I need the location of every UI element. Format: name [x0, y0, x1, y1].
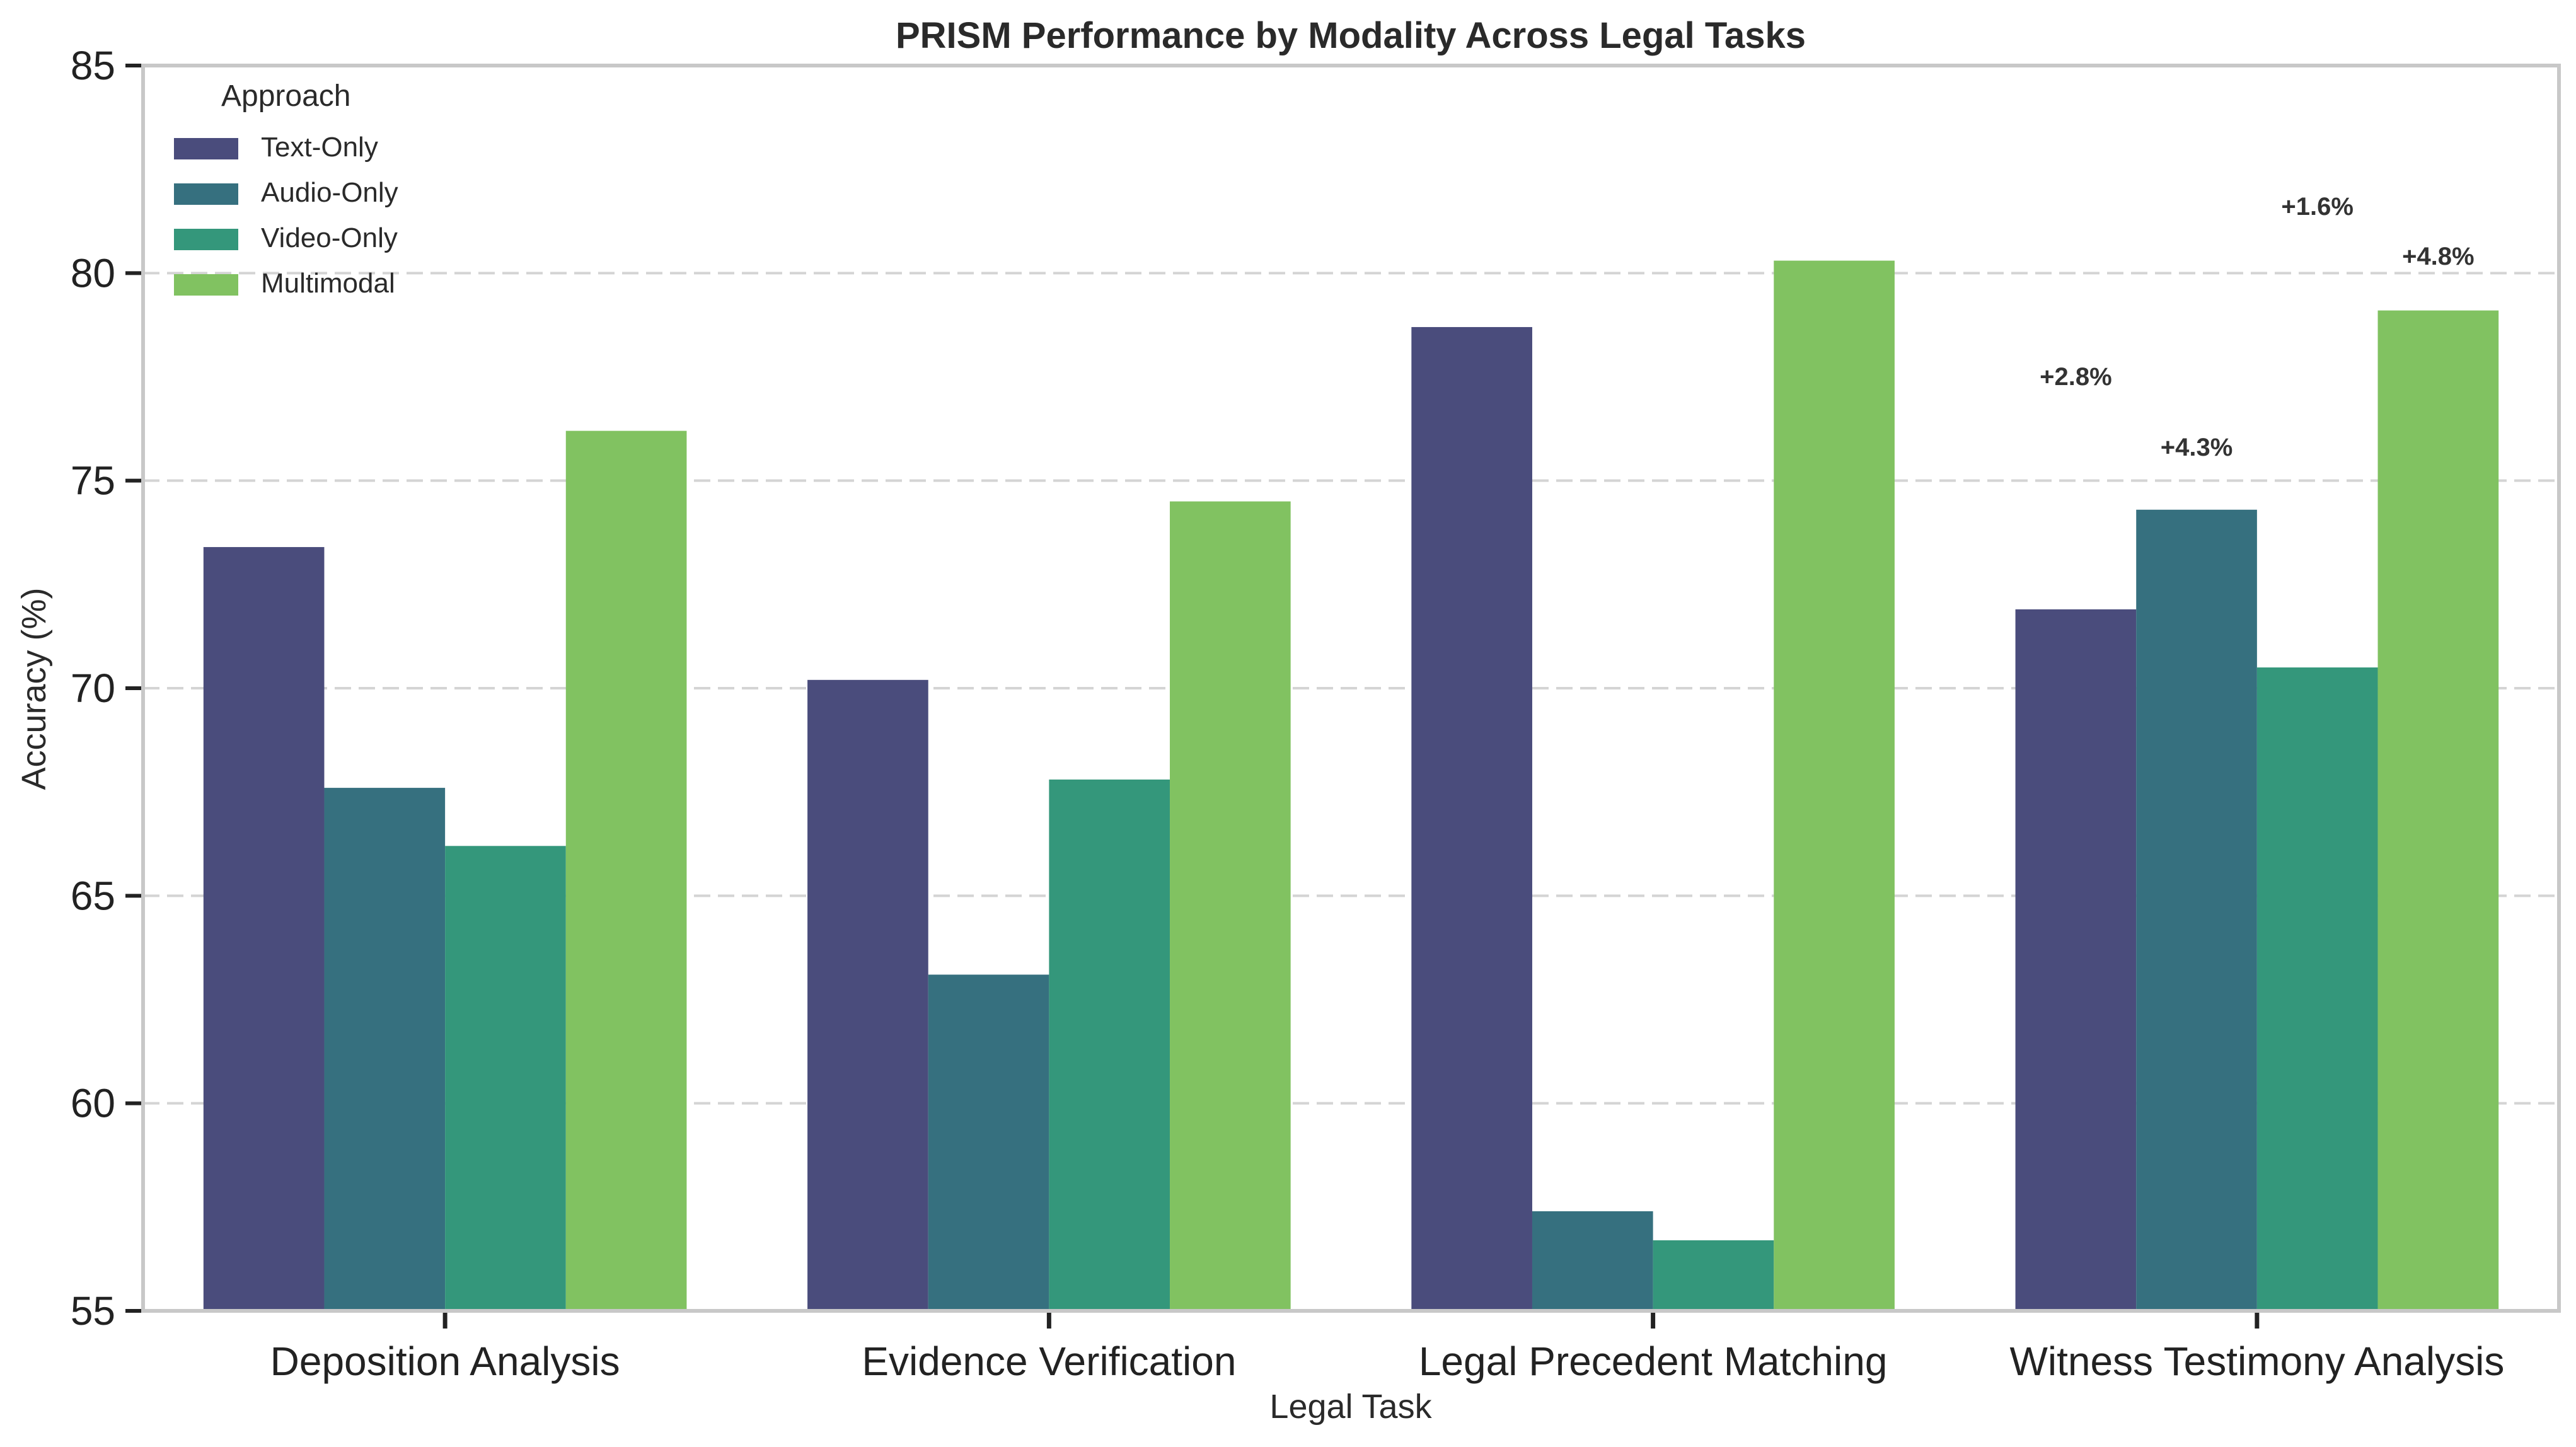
data-annotation: +4.3% — [2161, 434, 2233, 461]
data-annotation: +2.8% — [2040, 363, 2112, 391]
bar — [445, 846, 566, 1311]
y-tick-label: 75 — [71, 458, 115, 504]
bar — [203, 547, 325, 1311]
bar — [1532, 1211, 1653, 1311]
bar — [2136, 509, 2257, 1311]
plot-frame — [141, 64, 2561, 1313]
legend-swatch — [174, 138, 238, 159]
x-axis-label: Legal Task — [1269, 1388, 1432, 1426]
legend: Approach Text-Only Audio-Only Video-Only Mul… — [174, 79, 398, 299]
x-tick-label: Legal Precedent Matching — [1419, 1339, 1888, 1384]
legend-label: Text-Only — [261, 132, 378, 163]
legend-label: Multimodal — [261, 268, 395, 299]
y-tick-label: 55 — [71, 1288, 115, 1334]
bar — [1049, 779, 1170, 1311]
legend-swatch — [174, 183, 238, 205]
bar — [2377, 310, 2499, 1312]
bar — [2015, 609, 2137, 1312]
y-tick-label: 85 — [71, 43, 115, 88]
legend-title: Approach — [221, 79, 350, 113]
x-tick-label: Deposition Analysis — [270, 1339, 620, 1384]
bar — [324, 788, 446, 1311]
legend-label: Audio-Only — [261, 177, 398, 208]
x-tick-label: Witness Testimony Analysis — [2009, 1339, 2504, 1384]
y-tick-label: 60 — [71, 1081, 115, 1126]
bar — [928, 974, 1049, 1311]
bar — [2256, 667, 2378, 1311]
y-tick-label: 65 — [71, 873, 115, 918]
data-annotation: +1.6% — [2281, 193, 2354, 221]
x-tick-label: Evidence Verification — [862, 1339, 1236, 1384]
legend-swatch — [174, 229, 238, 250]
y-axis-label: Accuracy (%) — [15, 587, 53, 790]
bar — [1774, 260, 1895, 1311]
bar — [1411, 326, 1532, 1312]
y-tick-label: 70 — [71, 666, 115, 711]
bar — [1653, 1240, 1774, 1311]
bar — [565, 430, 687, 1311]
chart-title: PRISM Performance by Modality Across Leg… — [896, 15, 1806, 56]
bar — [1170, 501, 1291, 1311]
legend-swatch — [174, 274, 238, 296]
data-annotation: +4.8% — [2402, 243, 2475, 270]
y-tick-label: 80 — [71, 250, 115, 296]
legend-label: Video-Only — [261, 222, 398, 253]
bar — [807, 679, 928, 1311]
